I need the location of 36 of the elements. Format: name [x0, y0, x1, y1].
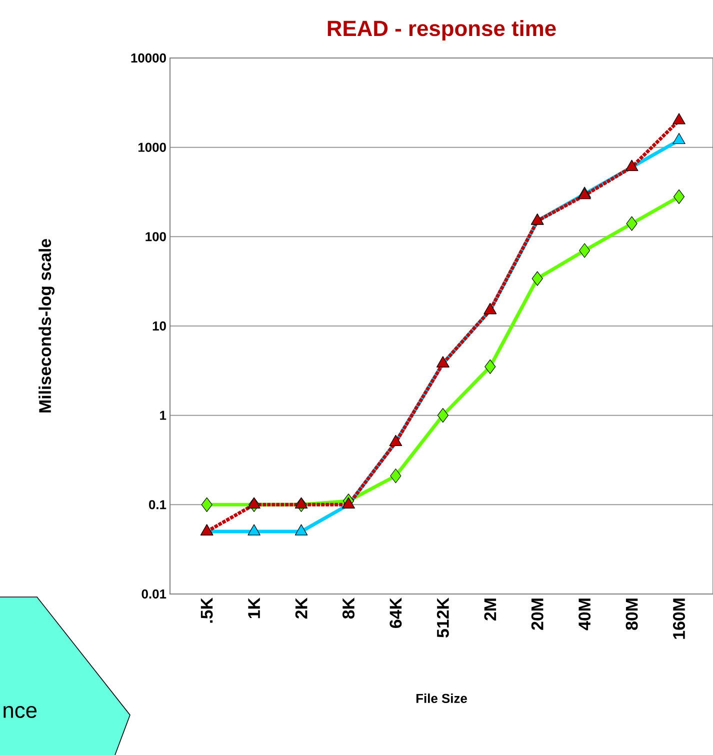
x-tick-label: 2M — [484, 598, 496, 620]
x-tick-label: 2K — [295, 598, 308, 619]
point — [672, 132, 686, 144]
y-tick-label: 10000 — [131, 53, 166, 63]
point — [532, 271, 543, 286]
y-tick-label: 0.1 — [148, 500, 166, 510]
y-tick-label: 100 — [146, 232, 166, 242]
point — [248, 524, 260, 536]
point — [484, 359, 496, 374]
x-tick-label: 20M — [531, 598, 544, 630]
x-tick-label: 80M — [626, 598, 638, 630]
point — [294, 497, 308, 508]
point — [672, 113, 686, 124]
y-tick-label: 1 — [160, 410, 166, 420]
point — [201, 497, 212, 512]
point — [390, 468, 402, 484]
x-tick-label: 1K — [248, 598, 260, 618]
text: nce — [4, 706, 37, 718]
x-tick-label: 8K — [342, 598, 354, 619]
y-tick-label: 10 — [152, 321, 166, 331]
x-tick-label: 512K — [436, 598, 449, 638]
point — [626, 216, 638, 231]
y-axis-title: Miliseconds-log scale — [38, 239, 54, 412]
point — [437, 408, 448, 423]
y-tick-label: 1000 — [138, 142, 166, 152]
x-axis-title: File Size — [416, 694, 467, 704]
x-tick-label: 64K — [390, 598, 402, 628]
point — [294, 524, 308, 536]
x-tick-label: 160M — [673, 598, 686, 639]
x-tick-label: .5K — [200, 598, 213, 623]
point — [579, 243, 590, 258]
point — [248, 497, 260, 508]
point — [673, 189, 685, 204]
y-tick-label: 0.01 — [142, 589, 166, 599]
x-tick-label: 40M — [578, 598, 591, 630]
chart-title: READ - response time — [328, 20, 556, 40]
